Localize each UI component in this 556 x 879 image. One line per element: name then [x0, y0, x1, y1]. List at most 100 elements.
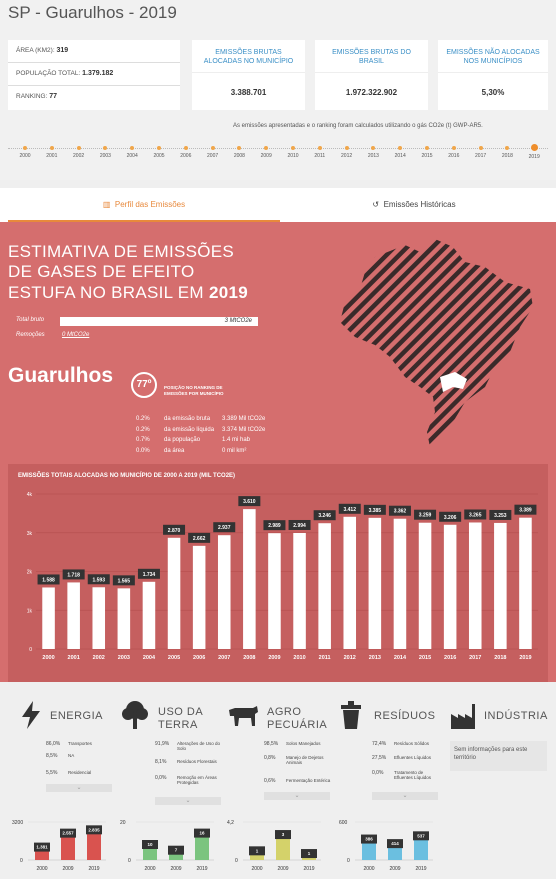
timeline-dot	[291, 146, 295, 150]
timeline-year-2004[interactable]: 2004	[119, 141, 145, 159]
x-tick-label: 2012	[344, 655, 356, 661]
timeline-year-label: 2009	[260, 153, 272, 159]
mini-label-bg	[301, 849, 317, 859]
x-tick-label: 2014	[394, 655, 407, 661]
share-row: 0.2% da emissão bruta 3.389 Mil tCO2e	[136, 414, 265, 424]
subitem-percent: 8,1%	[155, 759, 167, 765]
y-tick-label: 1k	[27, 608, 33, 614]
removals-value: 0 MtCO2e	[62, 332, 90, 338]
timeline-year-2005[interactable]: 2005	[146, 141, 172, 159]
value-label: 1.565	[118, 578, 131, 584]
share-label: da emissão bruta	[164, 416, 211, 422]
profile-panel: ESTIMATIVA DE EMISSÕES DE GASES DE EFEIT…	[0, 222, 556, 682]
mini-x-tick: 2000	[144, 866, 155, 872]
subitem-percent: 5,5%	[46, 770, 58, 776]
bar-2009	[268, 533, 281, 649]
timeline-dot	[398, 146, 403, 150]
timeline-year-2015[interactable]: 2015	[414, 141, 440, 159]
bar-2003	[117, 588, 131, 649]
expand-toggle[interactable]: ⌄	[46, 784, 112, 792]
bar-2015	[418, 522, 432, 649]
timeline-dot	[478, 146, 483, 150]
x-tick-label: 2001	[68, 655, 80, 661]
value-label-bg	[414, 509, 437, 520]
timeline-year-label: 2015	[421, 153, 433, 159]
mini-y-tick: 0	[20, 858, 23, 864]
mini-label-bg	[194, 828, 210, 838]
timeline-year-2016[interactable]: 2016	[441, 141, 467, 159]
x-tick-label: 2015	[419, 655, 431, 661]
timeline-dot	[157, 146, 161, 150]
mini-value-label: 386	[365, 837, 373, 842]
timeline-year-2007[interactable]: 2007	[200, 141, 226, 159]
share-row: 0.7% da população 1.4 mi hab	[136, 435, 250, 445]
share-percent: 0.2%	[136, 426, 150, 433]
mini-x-tick: 2009	[62, 866, 73, 872]
x-tick-label: 2000	[42, 655, 54, 661]
timeline-year-2003[interactable]: 2003	[92, 141, 118, 159]
subitem-label: Manejo de Dejetos Animais	[286, 755, 324, 766]
timeline-year-2017[interactable]: 2017	[468, 141, 494, 159]
timeline-year-2008[interactable]: 2008	[226, 141, 252, 159]
subitem-percent: 0,8%	[264, 755, 276, 761]
stat-card-brazil: EMISSÕES BRUTAS DO BRASIL 1.972.322.902	[315, 40, 428, 110]
area-row: ÁREA (KM2): 319	[8, 40, 180, 63]
timeline-year-label: 2007	[207, 153, 219, 159]
gross-total-label: Total bruto	[16, 317, 45, 323]
expand-toggle[interactable]: ⌄	[264, 792, 330, 800]
tree-icon	[122, 701, 148, 729]
mini-label-bg	[142, 840, 158, 849]
mini-bar-2019	[87, 826, 101, 860]
timeline-year-2001[interactable]: 2001	[39, 141, 65, 159]
timeline-year-2002[interactable]: 2002	[66, 141, 92, 159]
x-tick-label: 2002	[93, 655, 105, 661]
mini-y-tick: 0	[128, 858, 131, 864]
expand-toggle[interactable]: ⌄	[155, 797, 221, 805]
mini-value-label: 2.835	[88, 827, 100, 832]
sector-subitem: 5,5% Residencial	[46, 770, 121, 776]
timeline-dot	[183, 146, 188, 150]
value-label-bg	[464, 509, 487, 520]
timeline-year-2010[interactable]: 2010	[280, 141, 306, 159]
x-tick-label: 2007	[218, 655, 230, 661]
subitem-percent: 91,9%	[155, 741, 170, 747]
timeline-year-label: 2003	[99, 153, 111, 159]
expand-toggle[interactable]: ⌄	[372, 792, 438, 800]
value-label-bg	[188, 532, 211, 543]
headline: ESTIMATIVA DE EMISSÕES DE GASES DE EFEIT…	[8, 242, 248, 302]
subitem-percent: 86,0%	[46, 741, 61, 747]
timeline-dot	[49, 146, 54, 150]
timeline-year-2009[interactable]: 2009	[253, 141, 279, 159]
mini-chart: 20 0 10 2000 7 2009 16 2019	[120, 820, 214, 872]
mini-value-label: 414	[391, 841, 399, 846]
mini-value-label: 16	[199, 831, 205, 836]
timeline-year-2006[interactable]: 2006	[173, 141, 199, 159]
mini-value-label: 7	[175, 848, 178, 853]
timeline-year-2019[interactable]: 2019	[521, 141, 547, 160]
mini-y-tick: 0	[235, 858, 238, 864]
timeline-line	[8, 148, 548, 149]
stat-card-municipal: EMISSÕES BRUTAS ALOCADAS NO MUNICÍPIO 3.…	[192, 40, 305, 110]
chart-title: EMISSÕES TOTAIS ALOCADAS NO MUNICÍPIO DE…	[18, 473, 236, 479]
bar-2013	[368, 517, 382, 649]
timeline-year-2014[interactable]: 2014	[387, 141, 413, 159]
value-label: 3.389	[519, 508, 532, 514]
mini-y-tick: 600	[339, 820, 348, 826]
timeline-dot	[530, 144, 538, 151]
timeline-year-2013[interactable]: 2013	[360, 141, 386, 159]
sectors-section: ENERGIA USO DA TERRA AGRO PECUÁRIA RESÍD…	[0, 682, 556, 879]
mini-label-bg	[413, 831, 429, 841]
mini-value-label: 1	[256, 848, 259, 853]
subitem-label: NA	[68, 753, 75, 758]
timeline-year-2018[interactable]: 2018	[494, 141, 520, 159]
industry-no-info: Sem informações para este território	[450, 741, 547, 771]
timeline-year-2012[interactable]: 2012	[334, 141, 360, 159]
value-label-bg	[514, 504, 537, 515]
timeline-year-2011[interactable]: 2011	[307, 141, 333, 159]
sector-subitem: 98,5% Solos Manejados	[264, 741, 339, 747]
year-timeline: 2000 2001 2002 2003 2004 2005 2006 2007 2008 2009…	[8, 141, 548, 171]
timeline-year-2000[interactable]: 2000	[12, 141, 38, 159]
share-row: 0.2% da emissão líquida 3.374 Mil tCO2e	[136, 425, 265, 435]
tab-history[interactable]: ↺ Emissões Históricas	[372, 200, 456, 209]
tab-profile[interactable]: ▥ Perfil das Emissões	[8, 188, 280, 222]
